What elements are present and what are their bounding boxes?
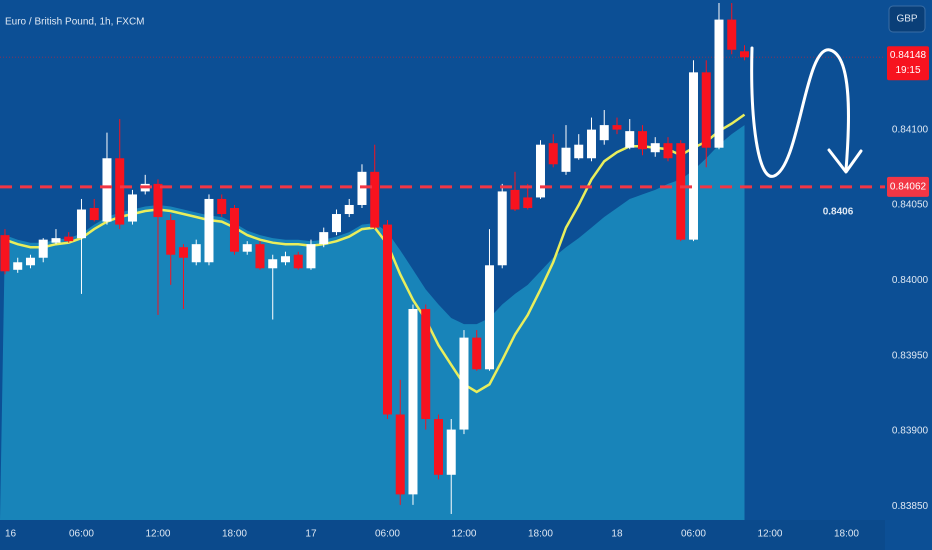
- candle-body: [433, 419, 443, 475]
- candle-body: [599, 125, 609, 141]
- y-tick-label: 0.83900: [892, 426, 929, 437]
- candle-body: [153, 183, 163, 218]
- candle-body: [64, 236, 74, 242]
- current-price-label: 0.84148: [890, 50, 927, 61]
- candle-body: [637, 131, 647, 150]
- candle-body: [280, 256, 290, 263]
- area: [0, 125, 745, 520]
- candle-body: [115, 158, 125, 225]
- candle-body: [306, 244, 316, 269]
- y-tick-label: 0.83850: [892, 501, 929, 512]
- x-tick-label: 16: [5, 529, 17, 540]
- currency-label[interactable]: GBP: [896, 14, 917, 25]
- level-label: 0.84062: [890, 182, 927, 193]
- candle-body: [727, 19, 737, 50]
- candle-body: [331, 214, 341, 233]
- candle-body: [255, 244, 265, 269]
- candle-body: [127, 194, 137, 222]
- candle-body: [217, 198, 227, 215]
- y-tick-label: 0.84100: [892, 124, 929, 135]
- candle-body: [319, 232, 329, 245]
- candle-body: [612, 125, 622, 130]
- candle-body: [714, 19, 724, 148]
- candle-body: [650, 143, 660, 153]
- candle-body: [268, 259, 278, 269]
- candle-body: [89, 208, 99, 221]
- candle-body: [663, 143, 673, 159]
- candle-body: [739, 51, 749, 58]
- time-axis: [0, 520, 885, 550]
- currency-button[interactable]: [888, 5, 926, 33]
- candle-body: [548, 143, 558, 165]
- candle-body: [382, 224, 392, 415]
- candle-body: [38, 239, 48, 258]
- candle-body: [357, 171, 367, 205]
- y-tick-label: 0.84000: [892, 275, 929, 286]
- candle-body: [25, 257, 35, 266]
- candle-body: [676, 143, 686, 240]
- candle-body: [535, 144, 545, 198]
- candle-body: [293, 254, 303, 269]
- x-tick-label: 12:00: [757, 529, 782, 540]
- candle-body: [0, 235, 10, 272]
- candle-body: [51, 238, 61, 243]
- y-tick-label: 0.83950: [892, 350, 929, 361]
- candle-body: [510, 189, 520, 210]
- candle-body: [408, 308, 418, 495]
- x-tick-label: 18: [611, 529, 623, 540]
- candle-body: [472, 337, 482, 370]
- current-price-badge: [887, 46, 929, 81]
- candle-body: [701, 72, 711, 148]
- candle-body: [625, 131, 635, 148]
- countdown-label: 19:15: [895, 65, 920, 76]
- candle-body: [688, 72, 698, 240]
- candle-body: [523, 197, 533, 208]
- candle-body: [484, 265, 494, 370]
- candle-body: [421, 308, 431, 420]
- candle-body: [459, 337, 469, 430]
- x-tick-label: 17: [305, 529, 317, 540]
- candle-body: [229, 208, 239, 252]
- candle-body: [561, 147, 571, 172]
- x-tick-label: 18:00: [222, 529, 247, 540]
- y-tick-label: 0.84050: [892, 200, 929, 211]
- plot-area: [0, 3, 885, 520]
- candle-body: [446, 429, 456, 475]
- candle-body: [497, 191, 507, 266]
- candle-body: [166, 220, 176, 255]
- hand-drawn-arrow: [750, 46, 851, 178]
- candle-body: [242, 244, 252, 252]
- candle-body: [574, 144, 584, 159]
- x-tick-label: 12:00: [145, 529, 170, 540]
- candle-body: [370, 171, 380, 228]
- level-badge: [887, 176, 929, 197]
- x-tick-label: 06:00: [681, 529, 706, 540]
- x-tick-label: 18:00: [528, 529, 553, 540]
- candle-body: [102, 158, 112, 222]
- level-annotation: 0.8406: [823, 207, 854, 218]
- candle-body: [178, 247, 188, 258]
- x-tick-label: 12:00: [451, 529, 476, 540]
- x-tick-label: 06:00: [375, 529, 400, 540]
- candle-body: [344, 204, 354, 215]
- chart-title: Euro / British Pound, 1h, FXCM: [5, 17, 145, 28]
- candle-body: [191, 244, 201, 263]
- candle-body: [13, 262, 23, 270]
- candle-body: [395, 414, 405, 495]
- x-tick-label: 06:00: [69, 529, 94, 540]
- candle-body: [204, 198, 214, 263]
- x-tick-label: 18:00: [834, 529, 859, 540]
- arrow-head: [827, 148, 863, 174]
- candle-body: [76, 209, 86, 239]
- candle-body: [586, 129, 596, 159]
